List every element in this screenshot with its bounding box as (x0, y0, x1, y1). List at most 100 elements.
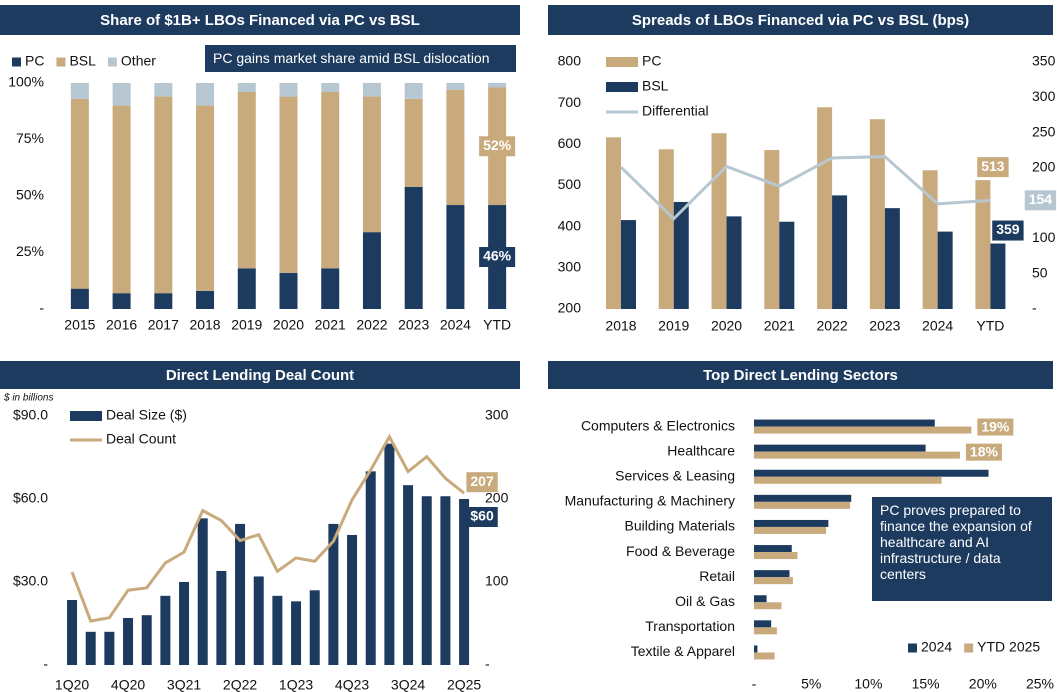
bar-segment (321, 92, 340, 269)
bar (235, 523, 246, 665)
label-box (466, 507, 498, 527)
y-tick-label: 200 (558, 300, 582, 316)
category-label: Retail (699, 568, 735, 584)
bar (817, 107, 833, 310)
bar (216, 570, 227, 665)
x-tick-label: YTD (483, 317, 511, 333)
y2-tick-label: 100 (1032, 229, 1056, 245)
x-tick-label: 1Q23 (279, 677, 313, 692)
bar (179, 582, 190, 665)
legend-label: PC (25, 53, 44, 69)
category-label: Building Materials (625, 518, 736, 534)
y-tick-label: 300 (558, 259, 582, 275)
bar (365, 471, 376, 665)
category-label: Transportation (645, 618, 735, 634)
bar (347, 534, 358, 665)
x-tick-label: 1Q20 (55, 677, 89, 692)
legend-swatch (56, 57, 66, 67)
category-label: Oil & Gas (675, 593, 735, 609)
label-box (1024, 190, 1057, 211)
bar-segment (112, 83, 131, 106)
bar (253, 576, 264, 665)
bar (869, 119, 885, 309)
legend-label: BSL (642, 78, 669, 94)
bar (67, 599, 78, 665)
data-label: 52% (483, 137, 512, 153)
x-tick-label: 2Q22 (223, 677, 257, 692)
y-tick-label: $90.0 (13, 407, 48, 423)
bar (620, 220, 636, 309)
data-label: 18% (970, 443, 999, 459)
bar-segment (404, 98, 423, 187)
bar (937, 231, 953, 309)
legend-label: BSL (69, 53, 96, 69)
bar (309, 590, 320, 665)
data-label: 154 (1029, 191, 1053, 207)
y2-tick-label: 50 (1032, 264, 1048, 280)
bar-segment (321, 268, 340, 309)
bar-segment (70, 98, 89, 289)
y-tick-label: $30.0 (13, 573, 48, 589)
bar (975, 180, 991, 309)
x-tick-label: 2017 (148, 317, 179, 333)
legend-swatch (70, 411, 102, 421)
category-label: Manufacturing & Machinery (565, 493, 735, 509)
data-label: $60 (470, 508, 494, 524)
x-tick-label: 2022 (356, 317, 387, 333)
x-tick-label: 5% (801, 676, 821, 692)
bar-segment (279, 96, 298, 273)
bar (141, 615, 152, 665)
label-box (479, 247, 516, 268)
bar-segment (279, 272, 298, 309)
legend-swatch (12, 57, 21, 67)
panel-header (0, 5, 520, 35)
bar-segment (196, 83, 215, 106)
bar-segment (196, 105, 215, 291)
bar (711, 133, 727, 309)
x-tick-label: 2018 (605, 318, 636, 334)
bar (85, 631, 96, 665)
bar (403, 485, 414, 665)
y-tick-label: 25% (16, 243, 44, 259)
bar-segment (154, 83, 173, 97)
line (619, 155, 991, 221)
bar (658, 149, 674, 309)
x-tick-label: YTD (976, 318, 1004, 334)
data-label: 513 (981, 158, 1005, 174)
panel-header (548, 361, 1053, 389)
subtitle: $ in billions (3, 393, 53, 404)
y-tick-label: 50% (16, 187, 44, 203)
y2-tick-label: 200 (485, 490, 509, 506)
chart-title: Direct Lending Deal Count (166, 367, 354, 384)
bar (754, 545, 792, 553)
bar-segment (362, 96, 381, 233)
y-tick-label: 700 (558, 94, 582, 110)
bar (754, 519, 829, 527)
bar (754, 595, 767, 603)
bar-segment (404, 83, 423, 99)
bar (832, 195, 848, 309)
x-tick-label: 2Q25 (447, 677, 481, 692)
bar (754, 570, 790, 578)
label-box (479, 136, 516, 157)
bar-segment (237, 268, 256, 309)
x-tick-label: 2019 (231, 317, 262, 333)
x-tick-label: - (752, 676, 757, 692)
bar-segment (404, 186, 423, 309)
y2-tick-label: 100 (485, 573, 509, 589)
bar (197, 518, 208, 665)
data-label: 19% (981, 418, 1010, 434)
bar (754, 602, 782, 610)
data-label: 46% (483, 248, 512, 264)
legend-label: PC (642, 53, 661, 69)
x-tick-label: 10% (854, 676, 882, 692)
label-box (466, 472, 498, 493)
bar (990, 243, 1006, 309)
legend-swatch (908, 643, 917, 653)
legend-label: Other (121, 53, 156, 69)
bar (272, 595, 283, 665)
bar (754, 451, 960, 459)
bar (440, 496, 451, 665)
panel-header (548, 5, 1053, 35)
